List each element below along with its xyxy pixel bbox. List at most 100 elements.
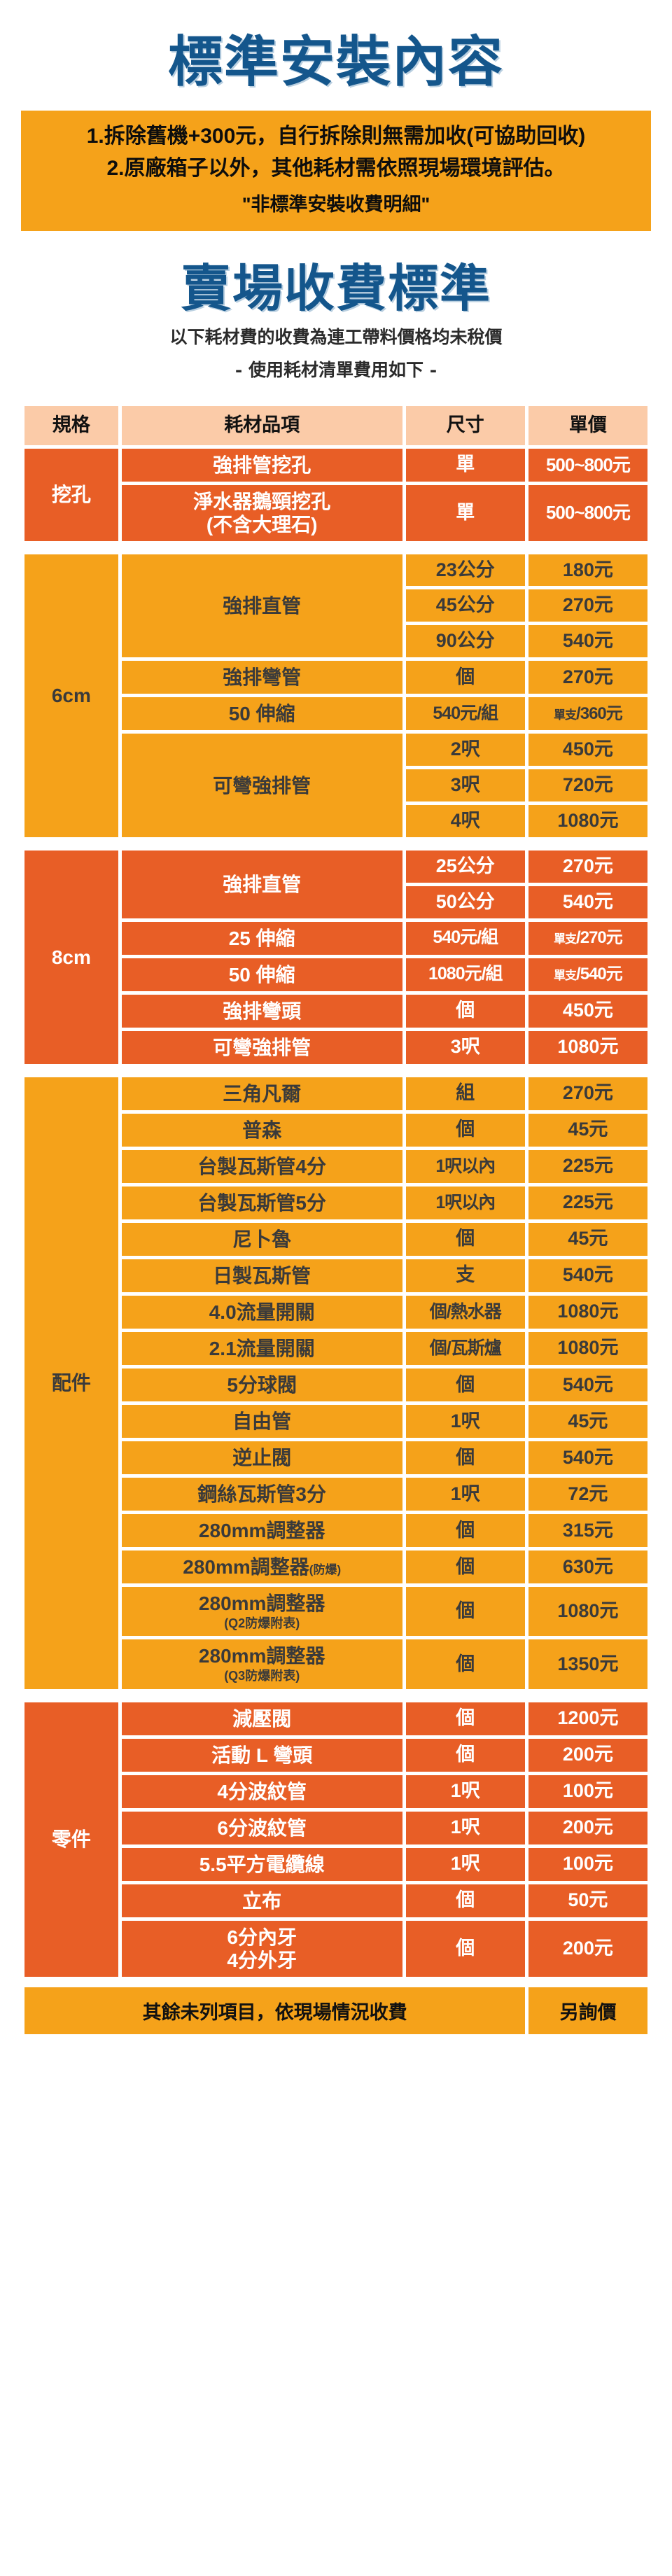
- row-spec-零件: 零件: [24, 1702, 118, 1977]
- group-spacer: [24, 545, 648, 551]
- table-row: 自由管 1呎 45元: [24, 1404, 648, 1438]
- table-row: 4呎 1080元: [24, 804, 648, 837]
- row-item: 日製瓦斯管: [121, 1259, 402, 1292]
- column-header-size: 尺寸: [405, 405, 525, 445]
- row-item: 50 伸縮: [121, 958, 402, 991]
- row-size: 個: [405, 1550, 525, 1584]
- table-row: 6cm 強排直管 23公分 180元: [24, 554, 648, 837]
- table-row: 25 伸縮 540元/組 單支/270元: [24, 921, 648, 955]
- row-size: 4呎: [405, 804, 525, 837]
- row-price: 540元: [528, 1259, 648, 1292]
- table-row: 50公分 540元: [24, 886, 648, 918]
- row-item: 自由管: [121, 1404, 402, 1438]
- row-item: 三角凡爾: [121, 1077, 402, 1110]
- row-size: 個: [405, 994, 525, 1028]
- row-item: 台製瓦斯管5分: [121, 1186, 402, 1219]
- table-row: 台製瓦斯管4分 1呎以內 225元: [24, 1149, 648, 1183]
- row-size: 1呎以內: [405, 1186, 525, 1219]
- column-header-item: 耗材品項: [121, 405, 402, 445]
- footer-note: 其餘未列項目，依現場情況收費: [24, 1987, 526, 2034]
- row-size: 2呎: [405, 734, 525, 766]
- row-price: 1080元: [528, 1331, 648, 1365]
- row-size: 組: [405, 1077, 525, 1110]
- row-size: 個: [405, 1113, 525, 1147]
- table-row: 6分內牙 4分外牙個 200元: [24, 1920, 648, 1977]
- row-size: 個: [405, 1587, 525, 1637]
- row-price: 200元: [528, 1920, 648, 1977]
- group-spacer: [24, 1068, 648, 1074]
- column-header-spec: 規格: [24, 405, 118, 445]
- table-row: 280mm調整器 (Q2防爆附表) 個 1080元: [24, 1587, 648, 1637]
- group-spacer: [24, 1693, 648, 1699]
- row-item: 5分球閥: [121, 1368, 402, 1401]
- row-price: 45元: [528, 1113, 648, 1147]
- row-size: 50公分: [405, 886, 525, 918]
- row-item: 強排直管: [121, 850, 402, 918]
- row-size: 個: [405, 1702, 525, 1735]
- table-row: 零件 減壓閥個 1200元: [24, 1702, 648, 1977]
- row-item: 強排管挖孔: [121, 448, 402, 482]
- row-price: 1080元: [528, 1030, 648, 1064]
- table-row: 台製瓦斯管5分 1呎以內 225元: [24, 1186, 648, 1219]
- row-price: 1080元: [528, 1295, 648, 1329]
- row-price: 450元: [528, 994, 648, 1028]
- row-price: 180元: [528, 554, 648, 587]
- table-row: 可彎強排管 2呎 450元: [24, 734, 648, 837]
- row-price: 1350元: [528, 1639, 648, 1689]
- footer-wrapper: 其餘未列項目，依現場情況收費 另詢價: [21, 1987, 651, 2034]
- row-size: 1080元/組: [405, 958, 525, 991]
- table-row: 50 伸縮 540元/組 單支/360元: [24, 697, 648, 731]
- row-size: 23公分: [405, 554, 525, 587]
- row-size: 個: [405, 1222, 525, 1256]
- row-size: 1呎以內: [405, 1149, 525, 1183]
- price-table: 規格 耗材品項 尺寸 單價 挖孔 強排管挖孔單 500~800元 淨水器鵝頸挖孔 (不含…: [21, 402, 651, 1980]
- row-size: 3呎: [405, 1030, 525, 1064]
- notice-box: 1.拆除舊機+300元，自行拆除則無需加收(可協助回收) 2.原廠箱子以外，其他…: [21, 110, 651, 232]
- row-size: 1呎: [405, 1811, 525, 1844]
- row-price: 72元: [528, 1478, 648, 1511]
- row-spec-挖孔: 挖孔: [24, 448, 118, 541]
- row-item: 強排彎管: [121, 661, 402, 694]
- row-item: 可彎強排管: [121, 734, 402, 837]
- row-size: 個/瓦斯爐: [405, 1331, 525, 1365]
- row-price: 270元: [528, 661, 648, 694]
- footer-row: 其餘未列項目，依現場情況收費 另詢價: [24, 1987, 648, 2034]
- row-price: 225元: [528, 1186, 648, 1219]
- row-price: 270元: [528, 850, 648, 883]
- row-size: 個: [405, 1368, 525, 1401]
- row-size: 個: [405, 1514, 525, 1548]
- row-item: 減壓閥: [121, 1702, 402, 1735]
- row-size: 單: [405, 484, 525, 541]
- row-item: 6分波紋管: [121, 1811, 402, 1844]
- row-price: 500~800元: [528, 484, 648, 541]
- price-table-wrapper: 規格 耗材品項 尺寸 單價 挖孔 強排管挖孔單 500~800元 淨水器鵝頸挖孔 (不含…: [21, 402, 651, 1980]
- table-body: 挖孔 強排管挖孔單 500~800元 淨水器鵝頸挖孔 (不含大理石) 單 500~800元 6…: [24, 448, 648, 1977]
- row-size: 個: [405, 1441, 525, 1475]
- row-size: 支: [405, 1259, 525, 1292]
- table-row: 5.5平方電纜線 1呎 100元: [24, 1847, 648, 1881]
- row-price: 1080元: [528, 1587, 648, 1637]
- table-row: 6分波紋管 1呎 200元: [24, 1811, 648, 1844]
- table-row: 4.0流量開關 個/熱水器 1080元: [24, 1295, 648, 1329]
- table-row: 淨水器鵝頸挖孔 (不含大理石) 單 500~800元: [24, 484, 648, 541]
- row-item: 5.5平方電纜線: [121, 1847, 402, 1881]
- row-item-subnote: (Q2防爆附表): [224, 1616, 300, 1631]
- row-size: 1呎: [405, 1404, 525, 1438]
- row-item: 活動 L 彎頭: [121, 1738, 402, 1772]
- row-item: 50 伸縮: [121, 697, 402, 731]
- table-row: 2.1流量開關 個/瓦斯爐 1080元: [24, 1331, 648, 1365]
- row-price: 720元: [528, 769, 648, 802]
- table-row: 鋼絲瓦斯管3分 1呎 72元: [24, 1478, 648, 1511]
- table-row: 280mm調整器 (Q3防爆附表) 個 1350元: [24, 1639, 648, 1689]
- table-row: 50 伸縮 1080元/組 單支/540元: [24, 958, 648, 991]
- table-row: 日製瓦斯管支 540元: [24, 1259, 648, 1292]
- row-item: 淨水器鵝頸挖孔 (不含大理石): [121, 484, 402, 541]
- row-price: 450元: [528, 734, 648, 766]
- row-size: 1呎: [405, 1774, 525, 1808]
- row-price: 315元: [528, 1514, 648, 1548]
- row-price: 50元: [528, 1884, 648, 1917]
- row-price-prefix: 單支: [554, 708, 577, 722]
- group-spacer: [24, 841, 648, 847]
- row-size: 540元/組: [405, 697, 525, 731]
